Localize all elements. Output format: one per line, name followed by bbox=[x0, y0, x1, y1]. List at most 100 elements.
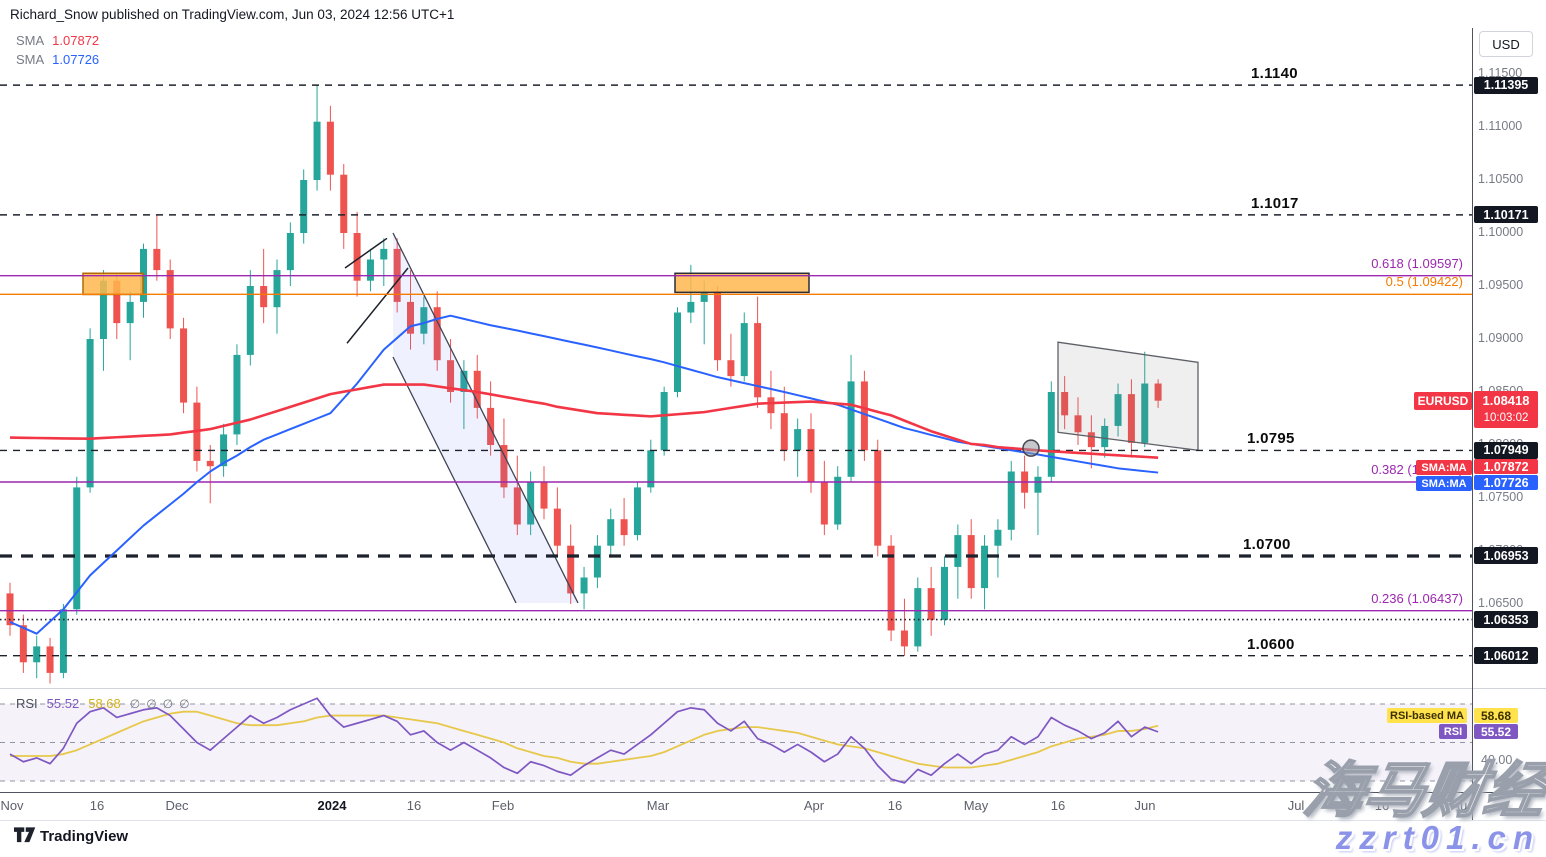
supply-zone-box bbox=[674, 272, 810, 294]
candle-body bbox=[607, 519, 615, 546]
level-label: 1.1140 bbox=[1251, 65, 1298, 83]
symbol-chip: EURUSD bbox=[1414, 392, 1472, 410]
sma-red-axis-badge: 1.07872 bbox=[1474, 459, 1538, 474]
sma1-value: 1.07872 bbox=[52, 33, 100, 48]
candle-body bbox=[1047, 392, 1055, 477]
rsi-axis-badge: 55.52 bbox=[1474, 724, 1518, 739]
candle-body bbox=[714, 291, 722, 361]
candle-body bbox=[754, 323, 762, 398]
candle-body bbox=[620, 519, 628, 536]
candle-body bbox=[660, 392, 668, 451]
candle-body bbox=[941, 566, 948, 620]
candle-body bbox=[126, 301, 134, 324]
price-tick: 1.11000 bbox=[1478, 119, 1523, 133]
level-price-badge: 1.11395 bbox=[1474, 76, 1538, 94]
circle-slash-icon[interactable]: ∅ bbox=[162, 697, 174, 711]
candle-body bbox=[994, 529, 1002, 546]
sma2-legend[interactable]: SMA 1.07726 bbox=[16, 52, 99, 67]
sma1-legend[interactable]: SMA 1.07872 bbox=[16, 33, 99, 48]
candle-body bbox=[473, 370, 481, 408]
circle-marker bbox=[1022, 439, 1040, 457]
rsi-legend[interactable]: RSI 55.52 58.68 ∅ ∅ ∅ ∅ bbox=[16, 696, 196, 711]
time-axis-border bbox=[0, 792, 1546, 793]
candle-body bbox=[420, 307, 428, 334]
candle-body bbox=[113, 280, 121, 324]
candle-body bbox=[206, 460, 214, 467]
candle-body bbox=[1127, 394, 1135, 443]
time-tick: 16 bbox=[1374, 798, 1390, 813]
circle-slash-icon[interactable]: ∅ bbox=[179, 697, 190, 711]
price-tick: 1.09000 bbox=[1478, 331, 1524, 345]
candle-body bbox=[460, 370, 468, 392]
time-tick: Feb bbox=[491, 798, 515, 813]
price-tick: 1.10500 bbox=[1478, 172, 1524, 186]
candle-body bbox=[500, 445, 508, 488]
rsi-value: 55.52 bbox=[46, 696, 80, 711]
level-label: 1.1017 bbox=[1251, 194, 1299, 212]
circle-slash-icon[interactable]: ∅ bbox=[129, 697, 141, 711]
time-tick: 2024 bbox=[317, 798, 347, 813]
candle-body bbox=[527, 482, 535, 525]
pane-separator[interactable] bbox=[0, 688, 1546, 689]
tradingview-brand-link[interactable]: TradingView bbox=[40, 828, 129, 845]
level-price-badge: 1.10171 bbox=[1474, 206, 1538, 224]
candle-body bbox=[780, 413, 788, 451]
time-tick: 16 bbox=[1050, 798, 1066, 813]
currency-button[interactable]: USD bbox=[1479, 31, 1533, 57]
candle-body bbox=[73, 487, 81, 610]
time-tick: May bbox=[963, 798, 989, 813]
candle-body bbox=[340, 174, 348, 233]
candle-body bbox=[767, 397, 775, 414]
candle-body bbox=[99, 280, 107, 339]
candle-body bbox=[447, 360, 455, 392]
candle-body bbox=[286, 233, 294, 271]
sma1-label: SMA bbox=[16, 33, 45, 48]
candle-body bbox=[1087, 432, 1095, 448]
circle-slash-icon[interactable]: ∅ bbox=[146, 697, 157, 711]
candle-body bbox=[847, 381, 855, 477]
candle-body bbox=[46, 646, 54, 673]
candle-body bbox=[687, 301, 695, 313]
footer-border bbox=[0, 820, 1546, 821]
rsi-label: RSI bbox=[16, 696, 38, 711]
candle-body bbox=[954, 535, 962, 567]
candle-body bbox=[1007, 471, 1015, 530]
price-axis-border bbox=[1472, 28, 1473, 820]
level-label: 1.0600 bbox=[1247, 635, 1295, 653]
level-label: 1.0700 bbox=[1243, 535, 1291, 553]
last-price-value: 1.08418 bbox=[1482, 393, 1530, 408]
watermark-url[interactable]: zzrt01.cn bbox=[1335, 819, 1540, 856]
candle-body bbox=[1141, 383, 1149, 443]
last-price-badge: 1.08418 10:03:02 bbox=[1474, 391, 1538, 428]
price-tick: 1.10000 bbox=[1478, 225, 1524, 239]
candle-body bbox=[1114, 394, 1122, 426]
fib-label: 0.5 (1.09422) bbox=[1385, 274, 1463, 290]
candle-body bbox=[887, 545, 895, 631]
candle-body bbox=[807, 429, 815, 483]
rsi-tick-40: 40.00 bbox=[1481, 753, 1513, 767]
candle-body bbox=[1061, 392, 1069, 416]
sma-red-chip: SMA:MA bbox=[1416, 460, 1472, 475]
candle-body bbox=[567, 545, 575, 594]
level-price-badge: 1.07949 bbox=[1474, 441, 1538, 459]
time-tick: Jun bbox=[1134, 798, 1156, 813]
time-tick: Dec bbox=[165, 798, 189, 813]
time-tick: 16 bbox=[89, 798, 105, 813]
candle-body bbox=[273, 270, 281, 308]
candle-body bbox=[740, 323, 748, 377]
candle-body bbox=[553, 508, 561, 546]
rsi-ma-chip: RSI-based MA bbox=[1387, 708, 1467, 723]
candle-body bbox=[180, 328, 188, 403]
time-tick: Nov bbox=[0, 798, 24, 813]
candle-body bbox=[59, 609, 67, 673]
descending-channel-line bbox=[392, 356, 517, 604]
candle-body bbox=[246, 286, 254, 355]
sma2-value: 1.07726 bbox=[52, 52, 100, 67]
candle-body bbox=[874, 450, 882, 546]
tradingview-logo-icon[interactable] bbox=[14, 827, 36, 844]
candle-body bbox=[6, 593, 14, 626]
candle-body bbox=[540, 482, 548, 509]
rsi-legend-controls: ∅ ∅ ∅ ∅ bbox=[130, 696, 196, 711]
level-price-badge: 1.06353 bbox=[1474, 611, 1538, 629]
